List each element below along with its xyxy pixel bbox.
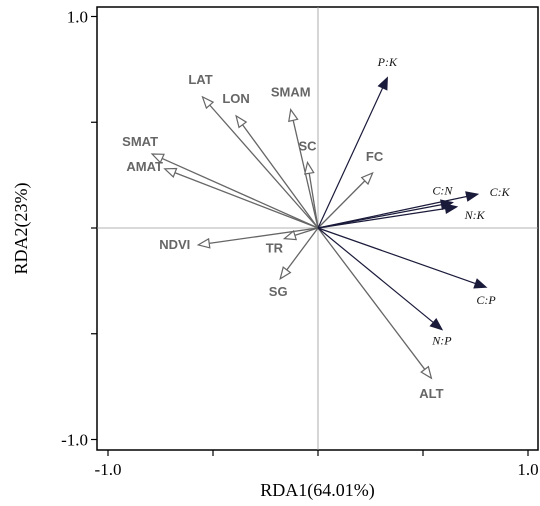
arrow-shaft [285,227,319,272]
env-vector-lat [201,95,319,229]
env-vector-smat [150,153,319,229]
arrow-head [473,278,488,289]
vector-label-n-k: N:K [464,208,486,222]
x-tick-label: -1.0 [95,460,122,479]
arrow-shaft [317,195,468,229]
vector-label-amat: AMAT [126,159,163,174]
arrow-head [201,95,215,110]
vector-label-c-p: C:P [476,293,496,307]
arrow-head [282,229,298,241]
vector-label-smam: SMAM [271,85,311,100]
arrow-head [279,266,292,281]
env-vector-sg [279,227,319,281]
arrow-shaft [173,171,319,229]
vector-label-alt: ALT [419,386,443,401]
vector-label-smat: SMAT [122,134,158,149]
stoich-vector-n-k [317,203,459,229]
env-vector-amat [163,167,319,229]
arrow-head [465,191,480,202]
vector-label-lon: LON [222,91,249,106]
env-vector-alt [317,227,433,380]
vector-label-ndvi: NDVI [159,237,190,252]
arrow-head [429,318,444,331]
env-vector-fc [317,171,374,229]
vector-label-p-k: P:K [377,55,398,69]
vector-label-lat: LAT [188,72,212,87]
arrow-head [235,114,248,129]
x-tick-label: 1.0 [517,460,538,479]
arrow-shaft [317,227,477,285]
stoich-vector-p-k [317,76,388,229]
arrow-head [420,365,433,380]
arrow-head [377,76,388,91]
y-tick-label: 1.0 [67,8,88,27]
env-vector-lon [235,114,319,229]
stoich-vector-c-k [317,191,480,229]
vector-label-sc: SC [298,138,317,153]
stoich-vector-c-p [317,227,488,289]
env-vector-smam [288,108,319,229]
x-axis-title: RDA1(64.01%) [260,480,375,501]
arrow-shaft [317,207,447,229]
arrow-head [288,108,299,123]
arrow-head [196,237,211,249]
arrow-head [444,203,459,214]
vector-label-fc: FC [366,149,384,164]
arrow-shaft [208,103,319,229]
stoich-vector-n-p [317,227,444,331]
arrow-shaft [317,227,435,324]
arrow-head [304,160,315,175]
arrow-shaft [317,179,367,229]
vector-label-n-p: N:P [431,334,452,348]
vector-label-tr: TR [266,241,284,256]
arrow-shaft [241,123,319,229]
env-vector-sc [304,160,319,229]
arrow-shaft [317,227,426,371]
vector-label-c-k: C:K [490,185,511,199]
env-vector-ndvi [196,227,319,249]
env-vector-tr [282,227,319,241]
arrow-head [150,153,165,164]
arrow-shaft [308,172,319,229]
y-tick-label: -1.0 [61,431,88,450]
arrow-head [163,167,178,178]
arrow-shaft [208,227,319,245]
arrow-head [360,171,374,186]
arrow-shaft [317,86,384,229]
arrow-shaft [293,227,319,237]
vector-label-sg: SG [269,284,288,299]
vector-label-c-n: C:N [432,184,453,198]
y-axis-title: RDA2(23%) [11,183,32,275]
arrow-shaft [160,157,319,229]
